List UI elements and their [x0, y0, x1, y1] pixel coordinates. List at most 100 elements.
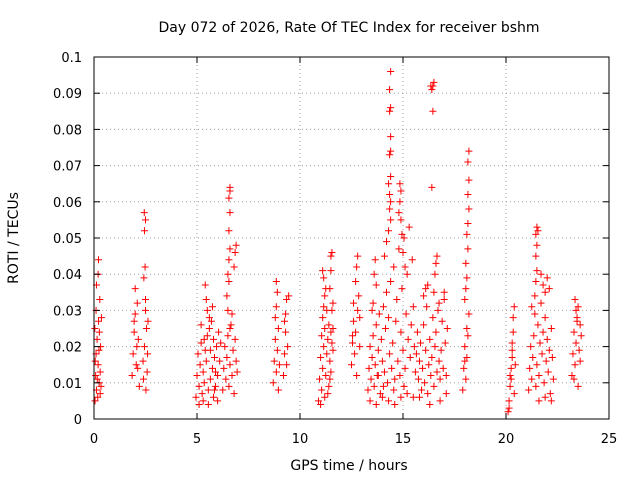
data-point [385, 397, 393, 405]
data-point [284, 343, 292, 351]
data-point [206, 375, 214, 383]
data-point [225, 256, 233, 264]
data-point [509, 314, 517, 322]
data-point [429, 314, 437, 322]
data-point [216, 357, 224, 365]
data-point [391, 401, 399, 409]
data-point [530, 332, 538, 340]
data-point [270, 357, 278, 365]
y-tick-label: 0 [74, 413, 82, 428]
data-point [387, 67, 395, 75]
y-tick-label: 0.01 [53, 377, 82, 392]
data-point [380, 252, 388, 260]
data-point [415, 393, 423, 401]
data-point [462, 285, 470, 293]
data-point [419, 364, 427, 372]
data-point [224, 306, 232, 314]
data-point [320, 274, 328, 282]
y-tick-label: 0.03 [53, 304, 82, 319]
data-point [424, 390, 432, 398]
data-point [390, 386, 398, 394]
data-point [130, 317, 138, 325]
data-point [387, 216, 395, 224]
data-point [272, 277, 280, 285]
data-point [526, 364, 534, 372]
data-point [438, 317, 446, 325]
data-point [319, 364, 327, 372]
data-point [437, 346, 445, 354]
data-point [442, 372, 450, 380]
data-point [463, 325, 471, 332]
data-point [504, 408, 512, 416]
data-point [395, 209, 403, 217]
data-point [525, 386, 533, 394]
data-point [321, 292, 329, 300]
data-point [194, 350, 202, 358]
data-point [201, 281, 209, 289]
data-point [571, 361, 579, 369]
data-point [408, 256, 416, 264]
data-point [510, 303, 518, 311]
data-point [140, 209, 148, 217]
data-point [430, 382, 438, 390]
data-point [140, 227, 148, 235]
data-point [546, 390, 554, 398]
data-point [435, 357, 443, 365]
data-point [95, 256, 103, 264]
data-point [394, 357, 402, 365]
data-point [533, 223, 541, 231]
data-point [391, 375, 399, 383]
data-points [91, 67, 585, 416]
data-point [141, 263, 149, 271]
data-point [534, 227, 542, 235]
data-point [547, 325, 555, 332]
data-point [327, 328, 335, 336]
data-point [214, 372, 222, 380]
data-point [227, 321, 235, 329]
data-point [272, 303, 280, 311]
data-point [282, 328, 290, 336]
data-point [532, 252, 540, 260]
data-point [230, 263, 238, 271]
data-point [383, 238, 391, 246]
data-point [431, 343, 439, 351]
data-point [200, 335, 208, 343]
data-point [366, 397, 374, 405]
data-point [92, 372, 100, 380]
data-point [573, 314, 581, 322]
data-point [459, 386, 467, 394]
data-point [192, 393, 200, 401]
data-point [395, 245, 403, 253]
data-point [319, 314, 327, 322]
data-point [368, 306, 376, 314]
data-point [370, 270, 378, 278]
data-point [574, 382, 582, 390]
data-point [321, 393, 329, 401]
data-point [199, 368, 207, 376]
data-point [353, 263, 361, 271]
data-point [464, 220, 472, 228]
data-point [283, 296, 291, 304]
data-point [410, 343, 418, 351]
data-point [143, 325, 151, 332]
y-tick-labels: 0 0.01 0.02 0.03 0.04 0.05 0.06 0.07 0.08 0.09 0.1 [53, 51, 82, 428]
data-point [271, 335, 279, 343]
data-point [226, 361, 234, 369]
data-point [423, 303, 431, 311]
data-point [378, 393, 386, 401]
data-point [527, 343, 535, 351]
data-point [367, 375, 375, 383]
data-point [209, 393, 217, 401]
data-point [366, 343, 374, 351]
data-point [386, 191, 394, 199]
data-point [211, 353, 219, 361]
data-point [396, 372, 404, 380]
data-point [440, 288, 448, 296]
data-point [326, 357, 334, 365]
data-point [542, 357, 550, 365]
data-point [228, 310, 236, 318]
data-point [199, 397, 207, 405]
data-point [464, 158, 472, 166]
data-point [193, 372, 201, 380]
